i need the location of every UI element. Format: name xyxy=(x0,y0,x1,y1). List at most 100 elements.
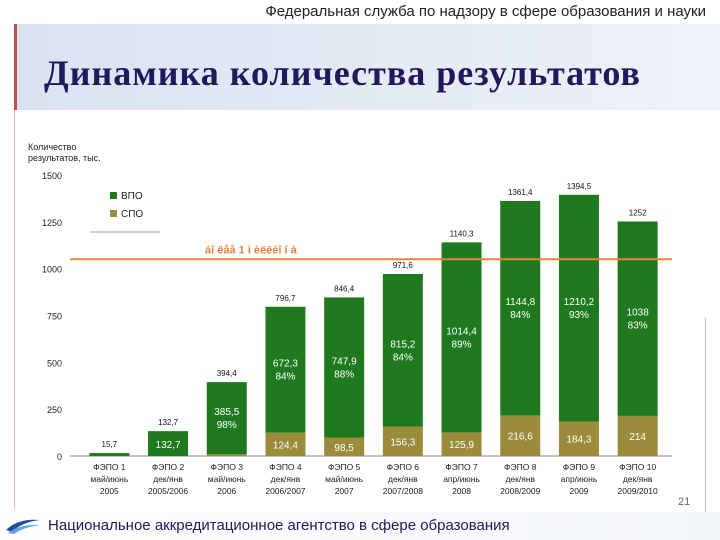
bar-vpo xyxy=(382,274,423,427)
slide-title: Динамика количества результатов xyxy=(44,53,641,93)
x-tick-label: 2007 xyxy=(335,486,354,496)
bar-vpo xyxy=(89,453,130,456)
x-tick-label: май/июнь xyxy=(325,474,363,484)
x-tick-label: дек/янв xyxy=(388,474,418,484)
y-tick-label: 1000 xyxy=(42,265,62,275)
total-label: 796,7 xyxy=(275,294,296,303)
total-label: 15,7 xyxy=(102,440,118,449)
x-tick-label: ФЭПО 5 xyxy=(328,462,361,472)
slide-right-border xyxy=(705,318,706,518)
total-label: 1252 xyxy=(629,208,647,217)
bar-vpo xyxy=(324,297,365,438)
agency-logo-icon xyxy=(6,519,40,534)
reference-line-label: áî ëåå 1 ì èëëèî í à xyxy=(205,244,298,256)
vpo-data-label: 84% xyxy=(275,372,295,383)
vpo-data-label: 93% xyxy=(569,310,589,321)
bar-spo xyxy=(206,454,247,456)
vpo-data-label: 98% xyxy=(217,420,237,431)
header-bar: Федеральная служба по надзору в сфере об… xyxy=(0,0,720,24)
spo-data-label: 214 xyxy=(629,432,646,443)
vpo-data-label: 1038 xyxy=(627,308,650,319)
bar-spo xyxy=(500,415,541,456)
title-accent-line xyxy=(14,24,17,110)
spo-data-label: 216,6 xyxy=(508,432,533,443)
spo-data-label: 125,9 xyxy=(449,440,474,451)
x-tick-label: ФЭПО 10 xyxy=(619,462,656,472)
x-tick-label: 2005/2006 xyxy=(148,486,188,496)
bar-vpo xyxy=(441,242,482,433)
bar-spo xyxy=(617,415,658,456)
x-tick-label: 2006/2007 xyxy=(265,486,305,496)
bar-spo xyxy=(558,421,599,456)
vpo-data-label: 1144,8 xyxy=(505,297,535,308)
x-tick-label: ФЭПО 7 xyxy=(445,462,478,472)
x-tick-label: май/июнь xyxy=(208,474,246,484)
vpo-data-label: 672,3 xyxy=(273,359,298,370)
x-tick-label: ФЭПО 6 xyxy=(387,462,420,472)
agency-name: Федеральная служба по надзору в сфере об… xyxy=(265,3,706,20)
y-tick-label: 500 xyxy=(47,358,62,368)
bar-spo xyxy=(324,437,365,456)
vpo-data-label: 89% xyxy=(452,339,472,350)
vpo-data-label: 1210,2 xyxy=(564,297,595,308)
x-tick-label: апр/июнь xyxy=(561,474,598,484)
x-tick-label: май/июнь xyxy=(90,474,128,484)
page-number: 21 xyxy=(678,496,691,508)
y-tick-label: 250 xyxy=(47,405,62,415)
bar-vpo xyxy=(206,382,247,455)
total-label: 1361,4 xyxy=(508,188,533,197)
total-label: 971,6 xyxy=(393,261,414,270)
x-tick-label: дек/янв xyxy=(623,474,653,484)
legend-label-spo: СПО xyxy=(121,209,143,220)
y-tick-label: 0 xyxy=(57,452,62,462)
x-tick-label: 2008 xyxy=(452,486,471,496)
y-axis-title-line-1: Количество xyxy=(28,142,76,152)
x-tick-label: ФЭПО 1 xyxy=(93,462,126,472)
x-tick-label: 2009 xyxy=(569,486,588,496)
spo-data-label: 98,5 xyxy=(334,443,354,454)
bar-spo xyxy=(441,432,482,456)
x-tick-label: дек/янв xyxy=(153,474,183,484)
legend-swatch-spo xyxy=(110,210,117,217)
x-tick-label: 2008/2009 xyxy=(500,486,540,496)
x-tick-label: 2007/2008 xyxy=(383,486,423,496)
bar-spo xyxy=(382,426,423,456)
vpo-data-label: 88% xyxy=(334,369,354,380)
total-label: 846,4 xyxy=(334,284,355,293)
spo-data-label: 156,3 xyxy=(390,437,415,448)
vpo-data-label: 815,2 xyxy=(390,339,415,350)
x-tick-label: ФЭПО 4 xyxy=(269,462,302,472)
total-label: 1394,5 xyxy=(567,182,592,191)
legend-label-vpo: ВПО xyxy=(121,191,143,202)
vpo-data-label: 84% xyxy=(393,352,413,363)
x-tick-label: дек/янв xyxy=(505,474,535,484)
bar-vpo xyxy=(617,221,658,416)
bar-vpo xyxy=(265,306,306,433)
vpo-data-label: 747,9 xyxy=(332,356,357,367)
bar-vpo xyxy=(500,200,541,416)
vpo-data-label: 84% xyxy=(510,310,530,321)
total-label: 1140,3 xyxy=(450,229,474,238)
bar-vpo xyxy=(558,194,599,422)
vpo-data-label: 132,7 xyxy=(156,440,181,451)
x-tick-label: 2009/2010 xyxy=(618,486,658,496)
footer-organization: Национальное аккредитационное агентство … xyxy=(48,517,510,534)
x-tick-label: ФЭПО 8 xyxy=(504,462,537,472)
total-label: 132,7 xyxy=(158,418,179,427)
spo-data-label: 124,4 xyxy=(273,440,298,451)
total-label: 394,4 xyxy=(217,369,238,378)
y-tick-label: 750 xyxy=(47,312,62,322)
x-tick-label: 2006 xyxy=(217,486,236,496)
footer xyxy=(0,512,720,540)
x-tick-label: дек/янв xyxy=(271,474,301,484)
x-tick-label: ФЭПО 3 xyxy=(211,462,244,472)
bar-spo xyxy=(265,432,306,456)
x-tick-label: 2005 xyxy=(100,486,119,496)
vpo-data-label: 1014,4 xyxy=(446,326,477,337)
y-axis-title-line-2: результатов, тыс. xyxy=(28,153,101,163)
x-tick-label: ФЭПО 9 xyxy=(563,462,596,472)
vpo-data-label: 83% xyxy=(628,321,648,332)
x-tick-label: апр/июнь xyxy=(443,474,480,484)
slide-left-border xyxy=(14,110,15,510)
vpo-data-label: 385,5 xyxy=(214,407,239,418)
